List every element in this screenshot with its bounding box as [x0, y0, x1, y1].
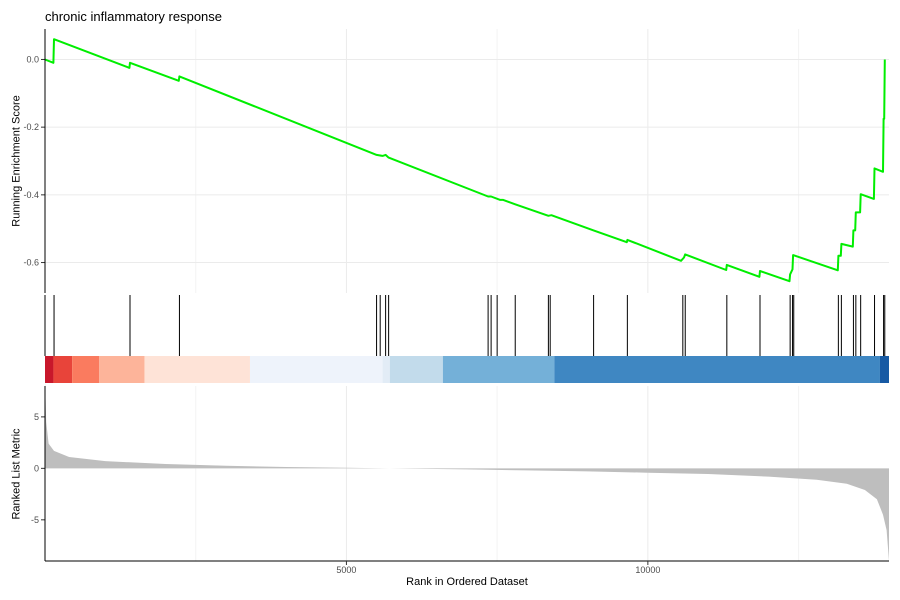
rank-color-band [53, 356, 73, 383]
rank-color-band [382, 356, 390, 383]
rank-color-band [99, 356, 145, 383]
y-tick-label-enrichment: 0.0 [26, 54, 39, 64]
y-tick-label-ranked-metric: 0 [34, 463, 39, 473]
chart-title: chronic inflammatory response [45, 9, 223, 24]
y-tick-label-ranked-metric: -5 [31, 515, 39, 525]
y-tick-label-enrichment: -0.2 [23, 122, 39, 132]
rank-color-band [442, 356, 555, 383]
x-tick-label: 5000 [336, 565, 356, 575]
rank-color-band [72, 356, 100, 383]
x-axis-label: Rank in Ordered Dataset [406, 576, 528, 588]
rank-color-band [249, 356, 383, 383]
ranked-metric-area [45, 380, 889, 561]
rank-color-band [554, 356, 880, 383]
rank-color-band [879, 356, 889, 383]
y-tick-label-ranked-metric: 5 [34, 412, 39, 422]
rank-color-band [45, 356, 54, 383]
running-enrichment-score-line [44, 38, 886, 283]
x-tick-label: 10000 [635, 565, 660, 575]
rank-color-band [389, 356, 443, 383]
y-tick-label-enrichment: -0.4 [23, 190, 39, 200]
rank-color-band [144, 356, 250, 383]
y-tick-label-enrichment: -0.6 [23, 258, 39, 268]
